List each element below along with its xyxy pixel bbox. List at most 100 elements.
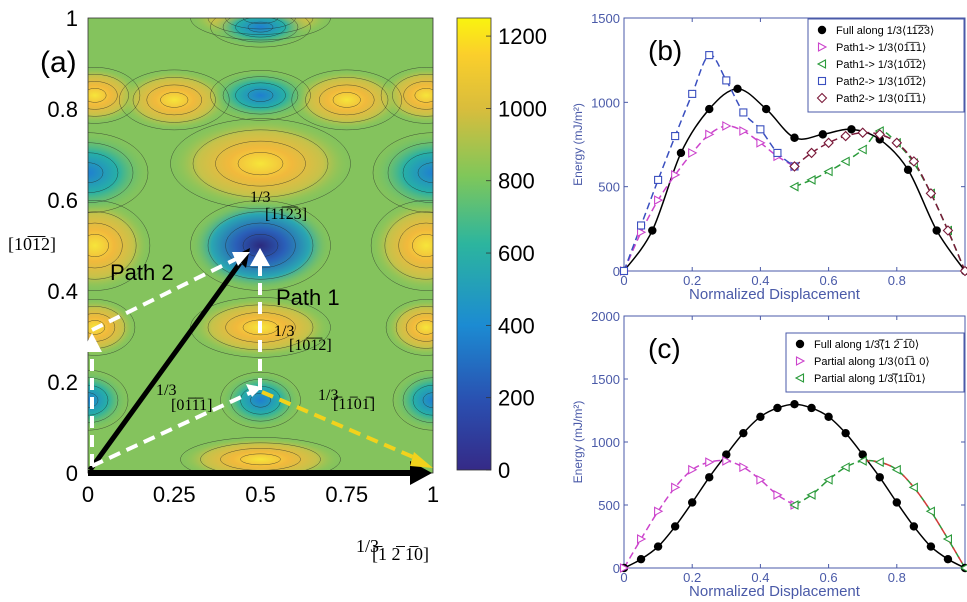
data-point	[790, 133, 799, 142]
y-axis-title: Energy (mJ/m²)	[571, 103, 585, 186]
data-point	[688, 464, 698, 475]
data-point	[892, 498, 901, 507]
contour-line	[88, 392, 99, 408]
contour-line	[405, 313, 433, 342]
y-tick-label: 500	[598, 180, 620, 195]
data-point	[959, 265, 967, 277]
contour-line	[417, 162, 433, 183]
series-line	[623, 125, 795, 272]
y-tick-label: 1000	[591, 95, 620, 110]
data-point	[636, 534, 647, 544]
colorbar-tick-label: 200	[498, 386, 535, 411]
contour-line	[392, 369, 433, 431]
contour-line	[220, 371, 301, 429]
data-point	[756, 125, 765, 134]
data-point	[636, 221, 646, 230]
data-point	[773, 490, 783, 500]
contour-line	[192, 129, 329, 198]
data-point	[773, 148, 782, 157]
data-point	[653, 542, 663, 551]
energy-well	[210, 70, 311, 121]
data-point	[676, 148, 686, 158]
data-point	[794, 373, 805, 383]
frac-a2: 1/3	[274, 323, 294, 340]
contour-line	[200, 442, 321, 473]
contour-line	[88, 320, 106, 335]
panel-a: 0 0.25 0.5 0.75 1 0 0.2 0.4 0.6 0.8 1 0 200 400 600 8…	[8, 6, 547, 564]
data-point	[648, 226, 657, 235]
contour-line	[160, 92, 189, 108]
data-point	[761, 104, 771, 114]
data-point	[789, 181, 799, 192]
energy-hill	[88, 299, 135, 356]
contour-line	[412, 384, 433, 416]
x-tick-label: 0.8	[888, 570, 906, 585]
data-point	[756, 137, 766, 148]
x-tick-label: 0.4	[751, 570, 769, 585]
colorbar-tick-label: 1200	[498, 24, 547, 49]
data-point	[818, 130, 828, 139]
data-point	[705, 129, 715, 140]
path2-label: Path 2	[110, 260, 174, 285]
frac-a4: 1/3	[318, 387, 338, 404]
contour-line	[88, 211, 137, 280]
data-point	[807, 403, 816, 413]
x-axis-fraction: 1/3	[356, 536, 379, 556]
contour-line	[207, 211, 314, 280]
y-tick-label: 1500	[591, 372, 620, 387]
energy-hill	[119, 69, 230, 130]
contour-line	[225, 18, 296, 30]
data-point	[926, 542, 936, 551]
data-point	[688, 498, 697, 507]
energy-hill	[371, 200, 433, 291]
x-axis-title: Normalized Displacement	[689, 583, 861, 600]
data-point	[733, 84, 742, 94]
data-point	[688, 148, 698, 158]
arrow-path1-first	[91, 390, 253, 468]
arrowhead-path1-second	[250, 248, 270, 266]
data-point	[857, 455, 867, 466]
contour-line	[319, 84, 375, 116]
panel-b: 0 0.2 0.4 0.6 0.8 0 500 1000 1500 Normalized Disp…	[571, 11, 967, 303]
data-point	[891, 464, 901, 475]
frac-a1: 1/3	[250, 189, 270, 206]
annotation-01-11: [01̅1̅1]	[171, 397, 212, 414]
contour-line	[88, 369, 129, 431]
data-point	[943, 554, 953, 564]
y-tick-label: 1000	[591, 435, 620, 450]
data-point	[959, 564, 967, 572]
data-point	[932, 226, 941, 235]
energy-map	[88, 18, 433, 473]
y-tick-label: 500	[598, 498, 620, 513]
energy-hill	[180, 437, 341, 473]
contour-line	[119, 69, 230, 131]
a-ytick-label: 1	[66, 6, 78, 31]
data-point	[722, 121, 732, 131]
data-point	[874, 457, 884, 468]
data-point	[670, 522, 680, 531]
contour-line	[250, 392, 271, 408]
contour-line	[247, 21, 274, 33]
a-xtick-label: 1	[427, 482, 439, 507]
contour-line	[237, 152, 284, 176]
contour-line	[88, 67, 141, 124]
x-tick-label: 0.6	[820, 273, 838, 288]
data-point	[903, 165, 913, 174]
contour-line	[88, 81, 118, 110]
legend-entry: Path1-> 1/3⟨10̅1̅2⟩	[836, 59, 926, 71]
a-xtick-label: 0.25	[153, 482, 196, 507]
arrowhead-path2-second	[232, 252, 250, 266]
a-xtick-label: 0.5	[245, 482, 276, 507]
data-point	[925, 506, 935, 517]
data-point	[773, 403, 782, 413]
data-point	[756, 412, 765, 421]
y-tick-label: 1500	[591, 11, 620, 26]
arrow-path2-second	[91, 257, 237, 332]
contour-line	[422, 392, 433, 408]
data-point	[857, 127, 868, 138]
data-point	[722, 450, 731, 459]
contour-line	[242, 18, 279, 24]
data-point	[790, 400, 799, 409]
data-point	[909, 522, 919, 531]
